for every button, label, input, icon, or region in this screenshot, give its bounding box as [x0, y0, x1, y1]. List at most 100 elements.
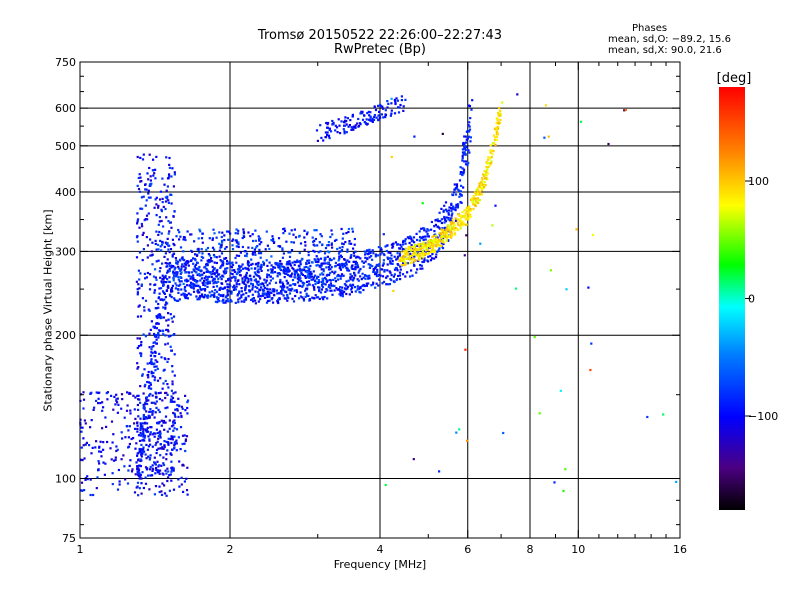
data-point [463, 254, 466, 257]
data-point [155, 214, 158, 217]
data-point [429, 241, 433, 244]
data-point [173, 414, 176, 417]
data-point [164, 207, 167, 211]
data-point [240, 265, 243, 268]
data-point [422, 256, 425, 259]
data-point [366, 112, 369, 115]
data-point [136, 403, 139, 407]
data-point [360, 278, 363, 281]
data-point [124, 478, 127, 481]
data-point [469, 213, 472, 216]
data-point [329, 289, 332, 292]
data-point [270, 255, 273, 258]
data-point [218, 249, 221, 252]
data-point [430, 250, 433, 253]
data-point [351, 115, 354, 118]
data-point [203, 277, 206, 280]
data-point [472, 208, 475, 211]
data-point [421, 267, 424, 270]
data-point [310, 272, 313, 275]
data-point [285, 272, 288, 275]
data-point [378, 110, 381, 113]
data-point [307, 268, 311, 272]
data-point [226, 267, 229, 270]
data-point [268, 282, 271, 285]
data-point [388, 270, 391, 273]
data-point [140, 443, 143, 446]
data-point [359, 267, 362, 271]
data-point [459, 227, 462, 230]
data-point [339, 277, 342, 280]
data-point [215, 271, 218, 274]
data-point [156, 470, 159, 473]
data-point [423, 227, 426, 230]
data-point [139, 423, 142, 426]
data-point [401, 273, 405, 276]
data-point [282, 294, 285, 297]
data-point [167, 280, 170, 283]
data-point [323, 295, 326, 299]
data-point [172, 215, 175, 218]
data-point [400, 99, 403, 102]
data-point [324, 290, 327, 293]
data-point [115, 398, 118, 401]
data-point [338, 255, 341, 258]
data-point [137, 468, 141, 471]
data-point [347, 230, 350, 234]
data-point [144, 277, 147, 280]
data-point [431, 235, 434, 239]
data-point [486, 172, 489, 175]
data-point [244, 289, 247, 292]
data-point [305, 280, 309, 283]
data-point [136, 485, 139, 488]
data-point [228, 283, 231, 286]
data-point [460, 201, 463, 204]
data-point [345, 261, 348, 264]
data-point [171, 396, 175, 400]
data-point [151, 474, 154, 477]
data-point [110, 394, 113, 397]
data-point [158, 216, 161, 219]
data-point [442, 210, 445, 213]
data-point [94, 446, 97, 449]
data-point [175, 442, 178, 445]
data-point [401, 257, 404, 260]
data-point [229, 278, 232, 281]
data-point [386, 263, 389, 266]
data-point [319, 273, 322, 276]
data-point [231, 248, 235, 251]
data-point [155, 322, 158, 325]
data-point [102, 461, 105, 464]
data-point [205, 248, 208, 251]
data-point [136, 394, 139, 397]
data-point [184, 279, 187, 282]
colorbar [719, 87, 745, 510]
data-point [134, 427, 137, 430]
data-point [393, 98, 396, 101]
data-point [287, 296, 290, 300]
data-point [141, 259, 144, 262]
x-tick-label: 8 [527, 543, 534, 556]
data-point [467, 211, 470, 214]
data-point [101, 427, 104, 430]
data-point [390, 102, 393, 105]
data-point [327, 241, 330, 244]
data-point [155, 260, 158, 263]
data-point [138, 477, 141, 480]
data-point [147, 212, 150, 215]
data-point [164, 379, 167, 383]
data-point [590, 342, 593, 345]
data-point [144, 416, 147, 419]
data-point [457, 213, 460, 216]
data-point [225, 246, 228, 249]
data-point [89, 426, 92, 429]
data-point [410, 254, 413, 257]
data-point [157, 206, 160, 209]
data-point [334, 124, 337, 127]
data-point [339, 286, 342, 289]
data-point [251, 297, 254, 300]
data-point [235, 245, 238, 248]
data-point [441, 132, 444, 135]
data-point [323, 256, 326, 260]
data-point [422, 245, 425, 248]
